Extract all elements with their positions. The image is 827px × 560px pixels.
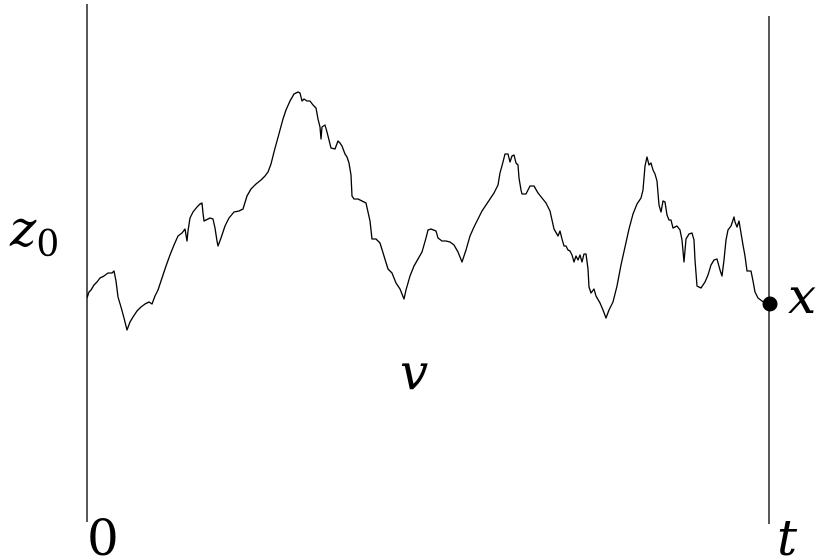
- time-start-label: 0: [87, 509, 119, 560]
- start-level-subscript: 0: [36, 224, 59, 265]
- start-level-label: z0: [9, 200, 59, 265]
- random-path: [86, 91, 770, 331]
- end-point-label: x: [788, 267, 816, 325]
- region-label: v: [400, 343, 428, 401]
- end-point-dot: [762, 296, 778, 312]
- time-end-label: t: [777, 509, 798, 560]
